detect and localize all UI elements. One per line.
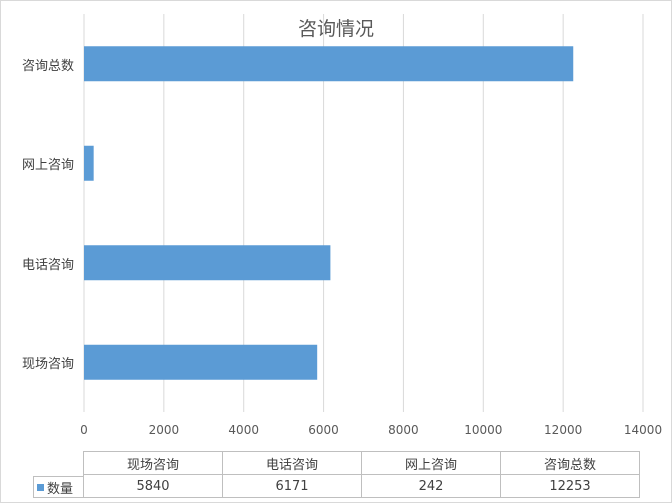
table-value-cell: 6171 <box>222 474 362 498</box>
x-tick-label: 0 <box>80 423 88 437</box>
y-category-label: 网上咨询 <box>21 158 74 174</box>
x-tick-label: 10000 <box>464 423 503 437</box>
x-tick-label: 6000 <box>308 423 339 437</box>
table-header-cell: 网上咨询 <box>361 451 501 475</box>
y-category-label: 咨询总数 <box>21 58 74 74</box>
legend-swatch <box>37 483 44 491</box>
y-category-label: 现场咨询 <box>21 357 74 373</box>
bar <box>84 145 94 181</box>
bar <box>84 344 318 380</box>
table-value-cell: 12253 <box>500 474 640 498</box>
data-table: 现场咨询 电话咨询 网上咨询 咨询总数 5840 6171 242 12253 <box>83 451 640 498</box>
table-header-cell: 电话咨询 <box>222 451 362 475</box>
bar <box>84 245 331 281</box>
data-table-header-row: 现场咨询 电话咨询 网上咨询 咨询总数 <box>83 451 640 475</box>
legend-label: 数量 <box>47 481 74 497</box>
table-header-cell: 咨询总数 <box>500 451 640 475</box>
legend-key: 数量 <box>33 476 83 498</box>
data-table-value-row: 5840 6171 242 12253 <box>83 474 640 498</box>
x-tick-label: 14000 <box>623 423 663 437</box>
table-value-cell: 5840 <box>83 474 223 498</box>
x-tick-label: 4000 <box>228 423 259 437</box>
x-tick-label: 2000 <box>148 423 180 437</box>
x-tick-label: 8000 <box>388 423 419 437</box>
chart-title: 咨询情况 <box>297 18 374 40</box>
bar <box>84 46 574 82</box>
table-value-cell: 242 <box>361 474 501 498</box>
table-header-cell: 现场咨询 <box>83 451 223 475</box>
y-category-label: 电话咨询 <box>21 257 74 273</box>
x-tick-label: 12000 <box>544 423 583 437</box>
